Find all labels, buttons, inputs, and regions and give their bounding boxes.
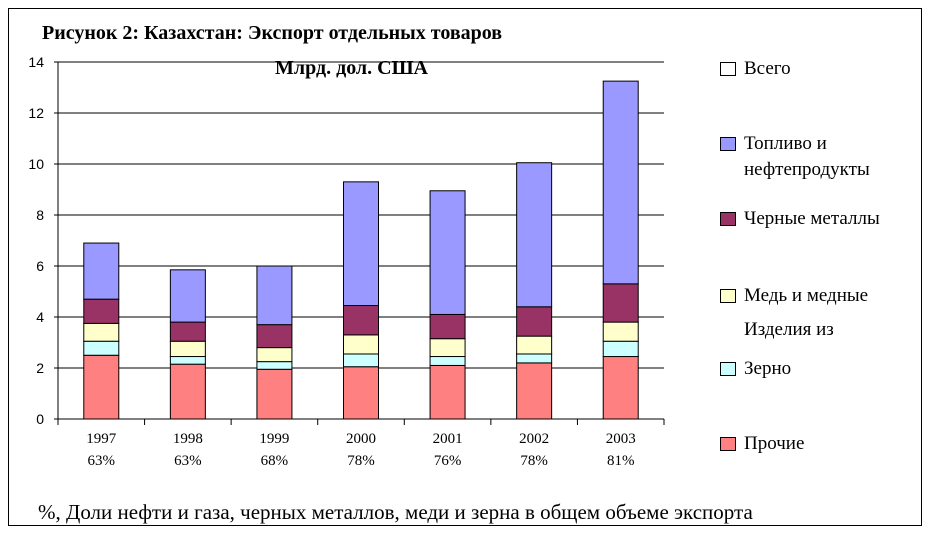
legend-label: Топливо и xyxy=(744,133,827,154)
bar-segment xyxy=(169,269,206,323)
bar-segment xyxy=(256,347,293,363)
legend-swatch xyxy=(720,62,736,76)
bar-segment xyxy=(429,190,466,315)
y-tick-label: 8 xyxy=(36,207,44,223)
bar-segment xyxy=(516,162,553,308)
y-tick-label: 2 xyxy=(36,360,44,376)
x-tick-sublabel: 78% xyxy=(520,453,548,469)
bar-segment xyxy=(169,340,206,358)
bar-segment xyxy=(83,322,120,342)
legend-label: Черные металлы xyxy=(744,208,880,229)
x-tick-sublabel: 63% xyxy=(174,453,202,469)
legend-swatch xyxy=(720,137,736,151)
legend-label: Медь и медные xyxy=(744,285,869,306)
y-tick-label: 6 xyxy=(36,258,44,274)
x-tick-label: 1997 xyxy=(86,431,117,447)
legend-label: Прочие xyxy=(744,433,805,454)
bar-segment xyxy=(343,334,379,355)
bar-segment xyxy=(516,335,553,355)
x-tick-sublabel: 76% xyxy=(434,453,462,469)
x-tick-sublabel: 81% xyxy=(607,453,635,469)
chart-title: Рисунок 2: Казахстан: Экспорт отдельных … xyxy=(42,22,503,44)
x-tick-sublabel: 63% xyxy=(88,453,116,469)
bar-segment xyxy=(169,356,206,365)
bar-segment xyxy=(602,321,639,342)
y-tick-label: 4 xyxy=(36,309,44,325)
bar-segment xyxy=(429,364,466,420)
bar-segment xyxy=(343,353,379,368)
x-tick-label: 2003 xyxy=(606,431,636,447)
bar-segment xyxy=(602,340,639,358)
bar-segment xyxy=(516,306,553,337)
legend-swatch xyxy=(720,289,736,303)
bar-segment xyxy=(256,361,293,370)
bar-segment xyxy=(343,366,379,420)
bar-segment xyxy=(83,298,120,324)
y-tick-label: 14 xyxy=(28,54,44,70)
bar-segment xyxy=(429,313,466,340)
bar-segment xyxy=(169,363,206,420)
y-tick-label: 0 xyxy=(36,411,44,427)
bar-segment xyxy=(83,354,120,420)
bar-segment xyxy=(429,356,466,366)
bar-segment xyxy=(343,305,379,336)
bar-segment xyxy=(516,353,553,364)
bar-segment xyxy=(429,338,466,358)
bar-segment xyxy=(256,265,293,326)
legend-label: Зерно xyxy=(744,358,792,379)
bar-segment xyxy=(83,340,120,356)
legend-swatch xyxy=(720,212,736,226)
bar-segment xyxy=(343,181,379,307)
legend: Всего Топливо и нефтепродукты Черные металл… xyxy=(716,56,926,476)
chart-frame xyxy=(8,8,922,526)
y-tick-label: 12 xyxy=(28,105,44,121)
x-tick-label: 1999 xyxy=(259,431,289,447)
legend-swatch xyxy=(720,437,736,451)
footnote: %, Доли нефти и газа, черных металлов, м… xyxy=(38,500,753,524)
legend-label: Всего xyxy=(744,58,791,79)
x-tick-label: 2002 xyxy=(519,431,549,447)
bar-segment xyxy=(256,324,293,349)
x-tick-sublabel: 78% xyxy=(347,453,375,469)
x-tick-label: 1998 xyxy=(173,431,203,447)
legend-label: нефтепродукты xyxy=(744,159,870,180)
bar-segment xyxy=(602,283,639,323)
bar-segment xyxy=(256,368,293,420)
y-tick-label: 10 xyxy=(28,156,44,172)
bar-segment xyxy=(169,321,206,342)
legend-note: Изделия из xyxy=(744,319,834,340)
x-tick-label: 2000 xyxy=(346,431,376,447)
legend-swatch xyxy=(720,362,736,376)
bar-segment xyxy=(602,80,639,285)
bar-segment xyxy=(602,356,639,420)
x-tick-label: 2001 xyxy=(433,431,463,447)
bar-segment xyxy=(83,242,120,300)
x-tick-sublabel: 68% xyxy=(261,453,289,469)
bar-segment xyxy=(516,362,553,420)
